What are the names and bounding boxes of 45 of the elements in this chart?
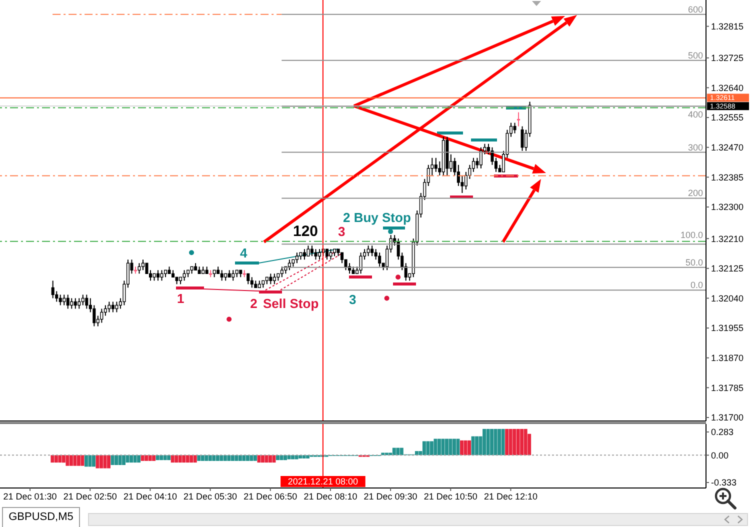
- annotation: 50.0: [685, 257, 703, 268]
- annotation: 0.0: [690, 280, 703, 290]
- y-tick-label: 1.32210: [711, 234, 744, 244]
- x-tick-label: 21 Dec 06:50: [244, 491, 298, 502]
- annotation: 600: [688, 4, 703, 14]
- annotation: Sell Stop: [263, 296, 319, 312]
- annotation: 2: [250, 296, 258, 312]
- annotation: 200: [688, 188, 703, 198]
- y-tick-label: 1.32040: [711, 293, 744, 304]
- y-tick-label: 1.32125: [711, 264, 744, 274]
- x-tick-label: 21 Dec 09:30: [364, 491, 418, 502]
- y-tick-label: -0.333: [711, 478, 737, 488]
- annotation: 100.0: [680, 230, 703, 240]
- y-tick-label: 1.32385: [711, 172, 744, 182]
- y-tick-label: 1.31955: [711, 323, 744, 334]
- y-tick-label: 1.32815: [711, 22, 744, 32]
- x-tick-label: 21 Dec 04:10: [123, 491, 177, 502]
- y-tick-label: 1.32640: [711, 82, 744, 93]
- x-tick-label: 21 Dec 01:30: [3, 491, 57, 502]
- x-tick-label: 21 Dec 02:50: [63, 491, 117, 502]
- time-tag: 2021.12.21 08:00: [280, 476, 366, 487]
- y-tick-label: 1.31870: [711, 353, 744, 364]
- y-tick-label: 0.283: [711, 427, 734, 438]
- y-tick-label: 1.32470: [711, 142, 744, 153]
- annotation: 2 Buy Stop: [343, 210, 411, 225]
- annotation: 120: [293, 223, 318, 240]
- annotation: 4: [240, 245, 248, 260]
- annotation: 300: [688, 142, 703, 152]
- tab: GBPUSD,M5: [2, 507, 80, 527]
- annotation: 500: [688, 50, 703, 60]
- y-tick-label: 1.32555: [711, 112, 744, 123]
- y-tick-label: 1.32300: [711, 202, 744, 212]
- x-tick-label: 21 Dec 05:30: [184, 491, 238, 502]
- annotation: 3: [349, 292, 356, 307]
- annotation: 400: [688, 109, 703, 120]
- annotation: 3: [338, 224, 346, 240]
- annotation: 1: [177, 291, 184, 306]
- x-tick-label: 21 Dec 08:10: [304, 491, 358, 502]
- y-tick-label: 0.00: [711, 450, 729, 460]
- y-tick-label: 1.31785: [711, 382, 744, 393]
- x-tick-label: 21 Dec 12:10: [484, 491, 538, 502]
- y-tick-label: 1.31700: [711, 412, 744, 423]
- x-tick-label: 21 Dec 10:50: [424, 491, 478, 502]
- y-tick-label: 1.32725: [711, 53, 744, 64]
- ref-line-label: 2021.12.21 08:00: [288, 476, 358, 486]
